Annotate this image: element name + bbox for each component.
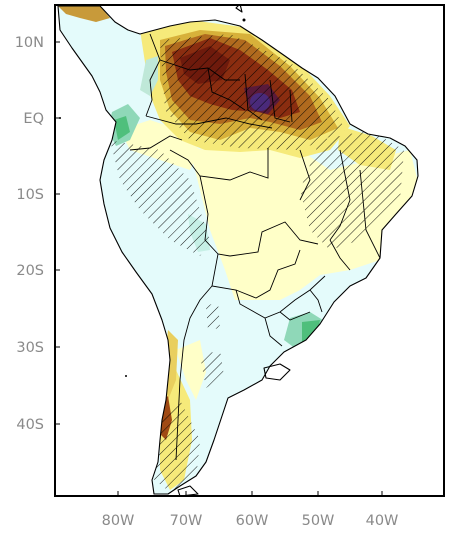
longitude-axis: 80W 70W 60W 50W 40W <box>102 491 399 529</box>
significance-hatch-peru <box>110 140 210 256</box>
significance-hatch-north <box>160 34 345 150</box>
lat-label-20s: 20S <box>16 263 44 279</box>
peninsula-valdes <box>263 363 291 381</box>
latitude-axis: 10N EQ 10S 20S 30S 40S <box>15 35 60 433</box>
lon-label-70w: 70W <box>170 513 203 529</box>
lon-label-50w: 50W <box>302 513 335 529</box>
lat-label-10n: 10N <box>15 35 44 51</box>
significance-hatch-northeast <box>300 130 404 250</box>
lat-label-eq: EQ <box>23 111 44 127</box>
coastline <box>57 5 419 495</box>
pale-teal-colombia <box>140 56 158 96</box>
tierra-del-fuego <box>177 485 199 496</box>
lon-label-60w: 60W <box>236 513 269 529</box>
gold-region-central-america <box>58 6 110 22</box>
island-dot <box>242 18 246 22</box>
lat-label-30s: 30S <box>16 340 44 356</box>
green-region-ecuador <box>114 116 130 140</box>
significance-hatch-small <box>206 302 220 330</box>
lon-label-80w: 80W <box>102 513 135 529</box>
island-dot <box>125 375 127 377</box>
significance-hatch-argentina <box>200 350 224 388</box>
map-frame <box>54 4 445 497</box>
significance-hatch-chile <box>150 400 200 492</box>
lon-label-40w: 40W <box>366 513 399 529</box>
light-yellow-region-argentina <box>176 340 206 400</box>
lat-label-40s: 40S <box>16 417 44 433</box>
country-borders <box>129 33 381 461</box>
lat-label-10s: 10S <box>16 187 44 203</box>
